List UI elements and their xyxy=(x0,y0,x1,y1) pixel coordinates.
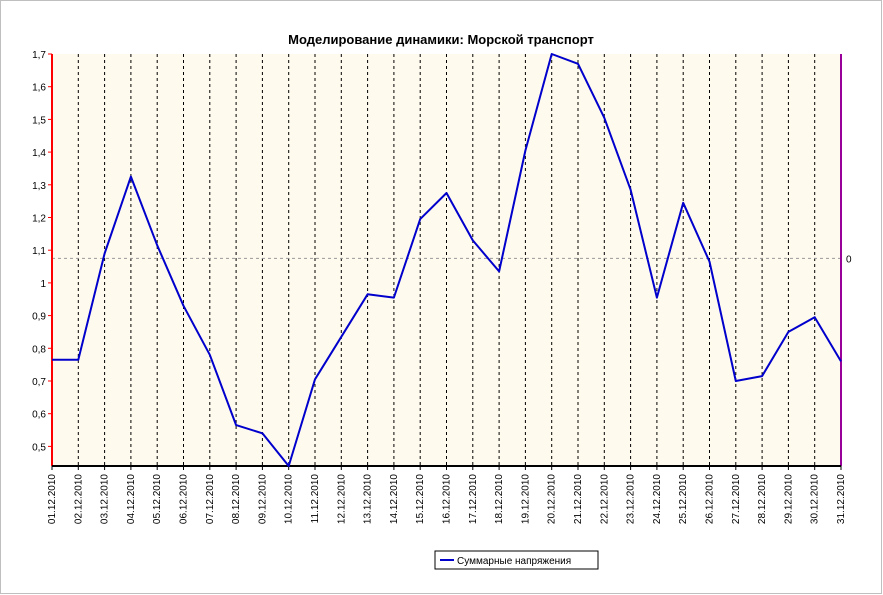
x-tick-label: 24.12.2010 xyxy=(652,474,663,524)
x-tick-label: 04.12.2010 xyxy=(126,474,137,524)
y-tick-label: 1,2 xyxy=(32,213,46,224)
x-tick-label: 09.12.2010 xyxy=(257,474,268,524)
y-tick-label: 1,7 xyxy=(32,50,46,61)
x-tick-label: 14.12.2010 xyxy=(389,474,400,524)
x-tick-label: 15.12.2010 xyxy=(415,474,426,524)
legend: Суммарные напряжения xyxy=(434,550,599,570)
y-tick-label: 1 xyxy=(40,279,46,290)
y-axis-ticks: 0,5 0,6 0,7 0,8 0,9 1 1,1 1,2 1,3 1,4 1,5 1,6 1,7 xyxy=(32,50,52,453)
x-tick-label: 22.12.2010 xyxy=(599,474,610,524)
y-tick-label: 1,4 xyxy=(32,148,46,159)
vertical-gridlines xyxy=(77,54,816,466)
x-tick-label: 16.12.2010 xyxy=(442,474,453,524)
x-axis-ticks: 01.12.2010 02.12.2010 03.12.2010 04.12.2010… xyxy=(47,466,847,524)
x-tick-label: 17.12.2010 xyxy=(468,474,479,524)
x-tick-label: 26.12.2010 xyxy=(705,474,716,524)
y-tick-label: 0,8 xyxy=(32,344,46,355)
x-tick-label: 06.12.2010 xyxy=(179,474,190,524)
x-tick-label: 30.12.2010 xyxy=(810,474,821,524)
y-tick-label: 1,6 xyxy=(32,83,46,94)
series-line xyxy=(52,53,842,467)
x-tick-label: 23.12.2010 xyxy=(626,474,637,524)
x-tick-label: 12.12.2010 xyxy=(336,474,347,524)
x-tick-label: 03.12.2010 xyxy=(100,474,111,524)
x-tick-label: 20.12.2010 xyxy=(547,474,558,524)
x-tick-label: 05.12.2010 xyxy=(152,474,163,524)
x-tick-label: 01.12.2010 xyxy=(47,474,58,524)
y-tick-label: 0,9 xyxy=(32,312,46,323)
legend-label: Суммарные напряжения xyxy=(457,556,571,567)
x-tick-label: 08.12.2010 xyxy=(231,474,242,524)
x-tick-label: 02.12.2010 xyxy=(73,474,84,524)
x-tick-label: 21.12.2010 xyxy=(573,474,584,524)
x-tick-label: 28.12.2010 xyxy=(757,474,768,524)
x-tick-label: 25.12.2010 xyxy=(678,474,689,524)
chart-title: Моделирование динамики: Морской транспор… xyxy=(288,32,594,47)
right-axis-label: 0 xyxy=(846,254,852,265)
y-tick-label: 0,5 xyxy=(32,442,46,453)
x-tick-label: 07.12.2010 xyxy=(205,474,216,524)
x-tick-label: 29.12.2010 xyxy=(783,474,794,524)
x-tick-label: 13.12.2010 xyxy=(363,474,374,524)
x-tick-label: 18.12.2010 xyxy=(494,474,505,524)
legend-box xyxy=(434,550,599,570)
x-tick-label: 10.12.2010 xyxy=(284,474,295,524)
y-tick-label: 0,7 xyxy=(32,377,46,388)
y-tick-label: 1,3 xyxy=(32,181,46,192)
y-tick-label: 0,6 xyxy=(32,410,46,421)
x-tick-label: 11.12.2010 xyxy=(310,474,321,524)
y-tick-label: 1,5 xyxy=(32,115,46,126)
x-tick-label: 31.12.2010 xyxy=(836,474,847,524)
x-tick-label: 27.12.2010 xyxy=(731,474,742,524)
x-tick-label: 19.12.2010 xyxy=(520,474,531,524)
y-tick-label: 1,1 xyxy=(32,246,46,257)
